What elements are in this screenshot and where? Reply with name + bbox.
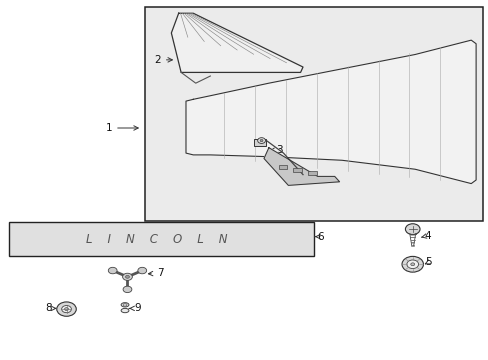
- Text: L    I    N    C    O    L    N: L I N C O L N: [86, 233, 227, 246]
- Circle shape: [257, 138, 265, 143]
- Circle shape: [260, 139, 263, 141]
- Text: 1: 1: [105, 123, 138, 133]
- Bar: [9, 222, 314, 256]
- Circle shape: [406, 260, 418, 269]
- Bar: [278, 165, 287, 169]
- Polygon shape: [264, 148, 339, 185]
- Text: 9: 9: [129, 303, 141, 314]
- Text: 5: 5: [424, 257, 430, 267]
- Circle shape: [138, 267, 146, 274]
- Circle shape: [123, 303, 127, 306]
- Circle shape: [125, 275, 129, 278]
- Bar: [254, 139, 266, 146]
- Circle shape: [122, 273, 132, 280]
- Bar: [144, 7, 483, 221]
- Polygon shape: [185, 40, 475, 184]
- Ellipse shape: [121, 303, 129, 307]
- Circle shape: [410, 263, 414, 266]
- Circle shape: [64, 308, 68, 311]
- Circle shape: [401, 256, 423, 272]
- Text: 2: 2: [154, 55, 172, 65]
- Circle shape: [405, 224, 419, 234]
- Text: 8: 8: [45, 303, 56, 314]
- Circle shape: [57, 302, 76, 316]
- Circle shape: [61, 306, 71, 313]
- Text: 7: 7: [148, 268, 163, 278]
- Text: 6: 6: [314, 232, 324, 242]
- Text: 3: 3: [269, 144, 282, 154]
- Circle shape: [108, 267, 117, 274]
- Text: 4: 4: [421, 231, 430, 240]
- Circle shape: [123, 286, 132, 293]
- Ellipse shape: [121, 309, 129, 313]
- Bar: [307, 171, 316, 175]
- Polygon shape: [171, 13, 303, 72]
- Bar: [293, 168, 302, 172]
